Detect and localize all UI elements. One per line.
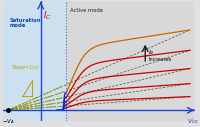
Bar: [0, 1, 66, 121]
Text: $-V_A$: $-V_A$: [2, 117, 14, 125]
Text: $I_B$: $I_B$: [148, 48, 155, 57]
Text: $I_C$: $I_C$: [43, 9, 51, 22]
Text: Saturation
mode: Saturation mode: [9, 18, 41, 28]
Text: Slope=1/$r_D$: Slope=1/$r_D$: [11, 63, 40, 72]
Text: $V_{CE}$: $V_{CE}$: [187, 117, 199, 125]
Text: Active mode: Active mode: [70, 8, 103, 13]
Text: Increases: Increases: [148, 57, 171, 62]
Bar: [66, 1, 197, 121]
